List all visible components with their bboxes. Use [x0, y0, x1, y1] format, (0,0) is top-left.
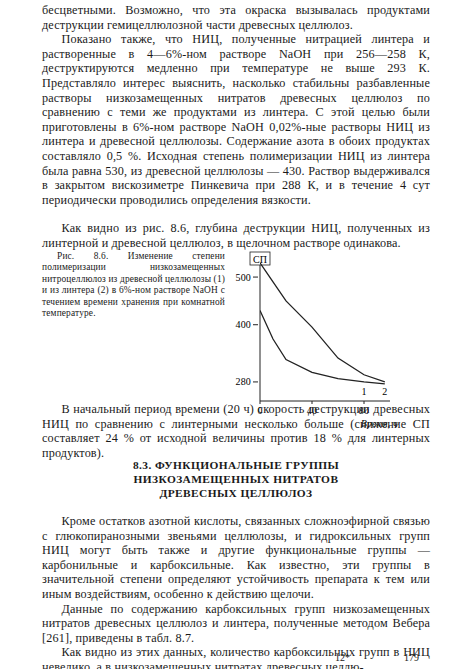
paragraph: бесцветными. Возможно, что эта окраска в… — [42, 3, 430, 32]
paragraph: Как видно из этих данных, количество кар… — [42, 645, 430, 669]
series-line — [260, 311, 385, 384]
caption: Рис. 8.6. Изменение степени полимеризаци… — [42, 251, 430, 321]
y-tick — [253, 324, 258, 325]
y-tick-label: 500 — [236, 272, 251, 283]
heading-line: 8.3. ФУНКЦИОНАЛЬНЫЕ ГРУППЫ — [42, 458, 430, 472]
paragraph: Кроме остатков азотной кислоты, связанны… — [42, 514, 430, 602]
paragraph: Как видно из рис. 8.6, глубина деструкци… — [42, 221, 430, 250]
signature: 12* — [335, 652, 350, 663]
heading-line: ДРЕВЕСНЫХ ЦЕЛЛЮЛОЗ — [42, 486, 430, 500]
x-axis — [260, 401, 390, 402]
y-tick-label: 400 — [236, 319, 251, 330]
plot-area — [260, 263, 385, 384]
text-block: В начальный период времени (20 ч) скорос… — [42, 402, 430, 460]
y-axis — [260, 258, 261, 401]
page-number: 179 — [404, 652, 419, 663]
text-block: Кроме остатков азотной кислоты, связанны… — [42, 514, 430, 669]
y-tick — [253, 277, 258, 278]
paragraph: Данные по содержанию карбоксильных групп… — [42, 602, 430, 646]
series-label: 1 — [361, 386, 366, 397]
paragraph: Показано также, что НИЦ, полученные нитр… — [42, 32, 430, 207]
series-line — [260, 263, 385, 382]
paragraph: В начальный период времени (20 ч) скорос… — [42, 402, 430, 460]
y-tick-label: 280 — [236, 377, 251, 388]
series-label: 2 — [382, 386, 387, 397]
heading-line: НИЗКОЗАМЕЩЕННЫХ НИТРАТОВ — [42, 472, 430, 486]
y-tick — [253, 382, 258, 383]
text-block: бесцветными. Возможно, что эта окраска в… — [42, 3, 430, 431]
section-heading: 8.3. ФУНКЦИОНАЛЬНЫЕ ГРУППЫНИЗКОЗАМЕЩЕННЫ… — [42, 458, 430, 500]
